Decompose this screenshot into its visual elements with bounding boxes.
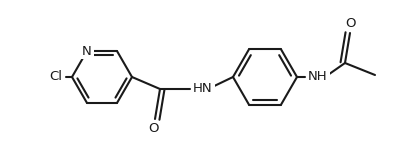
Text: NH: NH	[308, 71, 327, 84]
Text: O: O	[345, 17, 355, 30]
Text: O: O	[148, 122, 158, 135]
Text: Cl: Cl	[49, 71, 62, 84]
Text: N: N	[82, 44, 92, 58]
Text: HN: HN	[193, 82, 212, 95]
